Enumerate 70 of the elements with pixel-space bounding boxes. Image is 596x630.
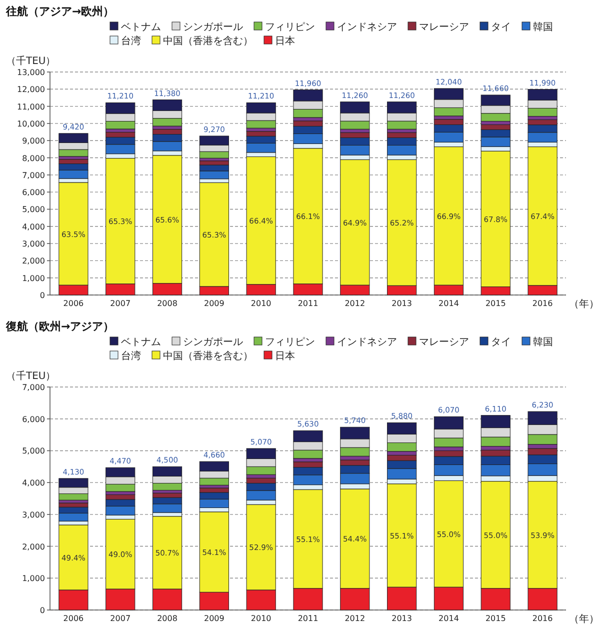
y-tick-label: 6,000 (22, 188, 45, 198)
y-tick-label: 7,000 (22, 383, 45, 392)
legend-label: フィリピン (265, 22, 315, 33)
y-tick-label: 12,000 (17, 85, 45, 94)
x-axis-title: （年） (569, 298, 596, 310)
legend-label: 台湾 (121, 35, 141, 47)
legend-label: ベトナム (121, 337, 161, 348)
x-tick-label: 2006 (63, 614, 84, 623)
x-tick-label: 2016 (532, 299, 553, 308)
x-tick-label: 2011 (298, 614, 318, 623)
y-tick-label: 6,000 (22, 414, 45, 424)
chart-title: 往航（アジア→欧州） (5, 5, 114, 18)
y-tick-label: 10,000 (17, 119, 45, 128)
y-tick-label: 9,000 (22, 136, 45, 146)
x-tick-label: 2014 (438, 614, 459, 623)
legend-label: マレーシア (419, 22, 469, 33)
x-tick-label: 2010 (250, 614, 272, 623)
y-tick-label: 2,000 (22, 256, 45, 266)
y-tick-label: 4,000 (22, 222, 45, 232)
chart-title: 復航（欧州→アジア） (5, 320, 114, 333)
x-tick-label: 2016 (532, 614, 553, 623)
y-tick-label: 4,000 (22, 478, 45, 488)
legend-label: 韓国 (533, 21, 553, 33)
legend-label: 韓国 (533, 336, 553, 348)
x-tick-label: 2008 (157, 614, 178, 623)
y-tick-label: 5,000 (22, 205, 45, 214)
x-tick-label: 2013 (392, 614, 412, 623)
y-tick-label: 3,000 (22, 240, 45, 249)
legend-label: インドネシア (337, 337, 397, 348)
y-tick-label: 13,000 (17, 68, 45, 77)
x-tick-label: 2015 (485, 614, 506, 623)
x-axis-title: （年） (569, 613, 596, 625)
legend-label: タイ (491, 337, 511, 348)
y-tick-label: 2,000 (22, 542, 45, 552)
legend-label: ベトナム (121, 22, 161, 33)
x-tick-label: 2010 (250, 299, 272, 308)
legend-label: 中国（香港を含む） (163, 35, 253, 47)
x-tick-label: 2009 (204, 614, 224, 623)
legend-label: シンガポール (183, 337, 243, 348)
legend-label: 日本 (275, 35, 295, 47)
x-tick-label: 2009 (204, 299, 224, 308)
y-tick-label: 5,000 (22, 446, 45, 456)
y-tick-label: 1,000 (22, 274, 45, 283)
x-tick-label: 2014 (438, 299, 459, 308)
y-axis-title: （千TEU） (6, 55, 56, 67)
legend-label: 台湾 (121, 350, 141, 362)
x-tick-label: 2012 (344, 299, 366, 308)
x-tick-label: 2011 (298, 299, 318, 308)
x-tick-label: 2007 (110, 614, 131, 623)
x-tick-label: 2015 (485, 299, 506, 308)
y-axis-title: （千TEU） (6, 370, 56, 382)
legend-label: 中国（香港を含む） (163, 350, 253, 362)
legend-label: インドネシア (337, 22, 397, 33)
legend-label: タイ (491, 22, 511, 33)
legend-label: シンガポール (183, 22, 243, 33)
x-tick-label: 2008 (157, 299, 178, 308)
y-tick-label: 7,000 (22, 170, 45, 180)
y-tick-label: 1,000 (22, 574, 45, 584)
x-tick-label: 2012 (344, 614, 366, 623)
y-tick-label: 3,000 (22, 510, 45, 520)
y-tick-label: 11,000 (17, 102, 45, 112)
y-tick-label: 0 (40, 606, 45, 615)
legend-label: 日本 (275, 350, 295, 362)
y-tick-label: 0 (40, 291, 45, 300)
x-tick-label: 2007 (110, 299, 131, 308)
legend-label: マレーシア (419, 337, 469, 348)
y-tick-label: 8,000 (22, 154, 45, 163)
x-tick-label: 2013 (392, 299, 412, 308)
legend-label: フィリピン (265, 337, 315, 348)
x-tick-label: 2006 (63, 299, 84, 308)
